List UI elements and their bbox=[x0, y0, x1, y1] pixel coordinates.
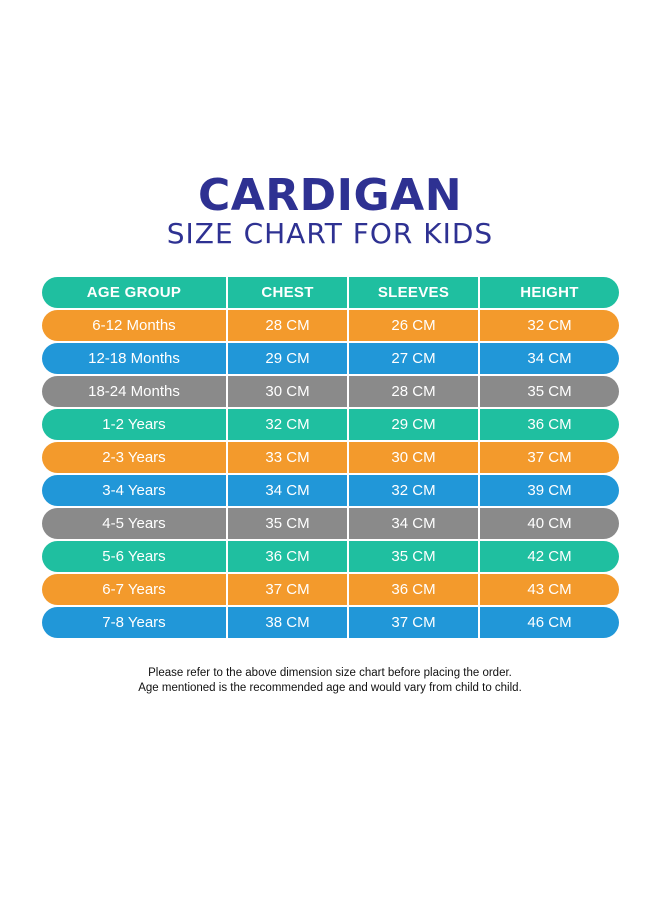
sleeves-cell: 36 CM bbox=[349, 574, 480, 605]
footer-note-line-2: Age mentioned is the recommended age and… bbox=[138, 682, 522, 694]
height-cell: 46 CM bbox=[527, 614, 572, 631]
age-group-cell: 6-12 Months bbox=[42, 310, 228, 341]
sleeves-cell: 32 CM bbox=[349, 475, 480, 506]
table-body: 6-12 Months 28 CM 26 CM 32 CM 12-18 Months 29… bbox=[42, 310, 619, 638]
height-cell: 32 CM bbox=[527, 317, 572, 334]
chest-cell: 29 CM bbox=[228, 343, 349, 374]
header-height: HEIGHT bbox=[520, 284, 579, 301]
chest-cell: 37 CM bbox=[228, 574, 349, 605]
header-sleeves: SLEEVES bbox=[349, 277, 480, 308]
chest-cell: 34 CM bbox=[228, 475, 349, 506]
sleeves-cell: 28 CM bbox=[349, 376, 480, 407]
chest-cell: 32 CM bbox=[228, 409, 349, 440]
page-subtitle: SIZE CHART FOR KIDS bbox=[166, 217, 494, 250]
sleeves-cell: 37 CM bbox=[349, 607, 480, 638]
table-row: 2-3 Years 33 CM 30 CM 37 CM bbox=[42, 442, 619, 473]
table-row: 6-7 Years 37 CM 36 CM 43 CM bbox=[42, 574, 619, 605]
table-row: 3-4 Years 34 CM 32 CM 39 CM bbox=[42, 475, 619, 506]
sleeves-cell: 26 CM bbox=[349, 310, 480, 341]
table-row: 12-18 Months 29 CM 27 CM 34 CM bbox=[42, 343, 619, 374]
table-row: 5-6 Years 36 CM 35 CM 42 CM bbox=[42, 541, 619, 572]
age-group-cell: 7-8 Years bbox=[42, 607, 228, 638]
height-cell: 37 CM bbox=[527, 449, 572, 466]
age-group-cell: 2-3 Years bbox=[42, 442, 228, 473]
table-row: 6-12 Months 28 CM 26 CM 32 CM bbox=[42, 310, 619, 341]
footer-note-line-1: Please refer to the above dimension size… bbox=[148, 667, 512, 679]
table-row: 7-8 Years 38 CM 37 CM 46 CM bbox=[42, 607, 619, 638]
table-row: 4-5 Years 35 CM 34 CM 40 CM bbox=[42, 508, 619, 539]
header-age-group: AGE GROUP bbox=[42, 277, 228, 308]
sleeves-cell: 35 CM bbox=[349, 541, 480, 572]
height-cell: 39 CM bbox=[527, 482, 572, 499]
chest-cell: 35 CM bbox=[228, 508, 349, 539]
age-group-cell: 4-5 Years bbox=[42, 508, 228, 539]
footer-note: Please refer to the above dimension size… bbox=[0, 666, 660, 696]
chest-cell: 28 CM bbox=[228, 310, 349, 341]
table-row: 1-2 Years 32 CM 29 CM 36 CM bbox=[42, 409, 619, 440]
chest-cell: 36 CM bbox=[228, 541, 349, 572]
height-cell: 34 CM bbox=[527, 350, 572, 367]
height-cell: 40 CM bbox=[527, 515, 572, 532]
table-row: 18-24 Months 30 CM 28 CM 35 CM bbox=[42, 376, 619, 407]
height-cell: 36 CM bbox=[527, 416, 572, 433]
sleeves-cell: 30 CM bbox=[349, 442, 480, 473]
sleeves-cell: 29 CM bbox=[349, 409, 480, 440]
header-chest: CHEST bbox=[228, 277, 349, 308]
height-cell: 35 CM bbox=[527, 383, 572, 400]
page-title: CARDIGAN bbox=[197, 170, 463, 221]
size-chart-table: AGE GROUP CHEST SLEEVES HEIGHT 6-12 Mont… bbox=[42, 277, 619, 640]
chest-cell: 30 CM bbox=[228, 376, 349, 407]
sleeves-cell: 27 CM bbox=[349, 343, 480, 374]
age-group-cell: 1-2 Years bbox=[42, 409, 228, 440]
age-group-cell: 6-7 Years bbox=[42, 574, 228, 605]
chest-cell: 38 CM bbox=[228, 607, 349, 638]
age-group-cell: 12-18 Months bbox=[42, 343, 228, 374]
height-cell: 42 CM bbox=[527, 548, 572, 565]
age-group-cell: 5-6 Years bbox=[42, 541, 228, 572]
table-header-row: AGE GROUP CHEST SLEEVES HEIGHT bbox=[42, 277, 619, 308]
chest-cell: 33 CM bbox=[228, 442, 349, 473]
sleeves-cell: 34 CM bbox=[349, 508, 480, 539]
age-group-cell: 3-4 Years bbox=[42, 475, 228, 506]
age-group-cell: 18-24 Months bbox=[42, 376, 228, 407]
height-cell: 43 CM bbox=[527, 581, 572, 598]
